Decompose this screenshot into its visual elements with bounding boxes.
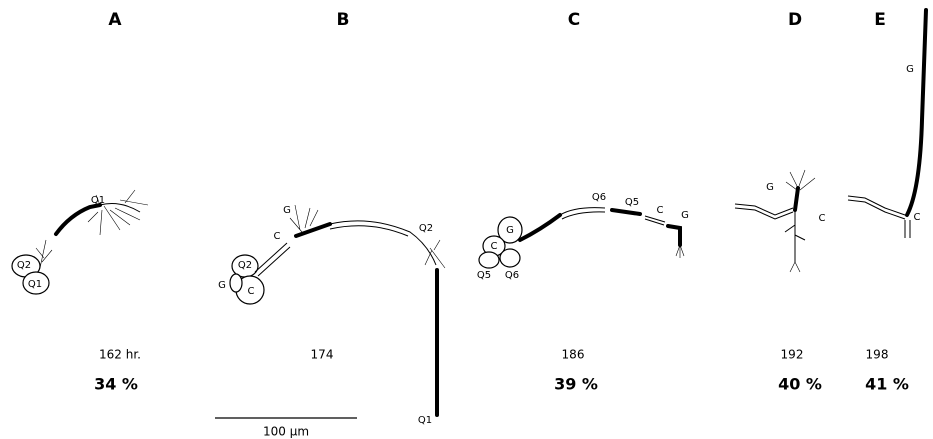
cell-label: G bbox=[906, 64, 914, 75]
cell-label: Q1 bbox=[91, 195, 105, 206]
percent-label: 39 % bbox=[554, 375, 598, 394]
scale-bar-label: 100 μm bbox=[263, 425, 309, 439]
time-label: 192 bbox=[781, 348, 804, 362]
drawing-a: Q1 Q2 Q1 bbox=[11, 189, 149, 295]
drawing-c: Q6 Q5 C G G C Q5 Q6 bbox=[477, 192, 689, 281]
drawing-b: G C Q2 Q2 G C Q1 bbox=[218, 204, 446, 426]
panel-letter: B bbox=[337, 10, 350, 30]
drawing-d: G C bbox=[734, 169, 826, 273]
cell-label: C bbox=[657, 205, 664, 216]
cell-label: Q2 bbox=[17, 260, 31, 271]
time-label: 174 bbox=[311, 348, 334, 362]
time-label: 198 bbox=[866, 348, 889, 362]
drawing-e: G C bbox=[847, 8, 928, 238]
percent-label: 40 % bbox=[778, 375, 822, 394]
cell-label: Q5 bbox=[477, 270, 491, 281]
cell-label: C bbox=[914, 212, 921, 223]
cell-label: Q1 bbox=[28, 279, 42, 290]
cell-label: Q2 bbox=[238, 260, 252, 271]
cell-label: G bbox=[283, 205, 291, 216]
cell-label: G bbox=[681, 210, 689, 221]
time-label: 162 hr. bbox=[99, 348, 141, 362]
cell-label: C bbox=[491, 241, 498, 252]
cell-label: Q1 bbox=[418, 415, 432, 426]
cell-label: G bbox=[218, 280, 226, 291]
cell-label: C bbox=[248, 286, 255, 297]
cell-label: Q6 bbox=[505, 270, 519, 281]
cell-label: Q6 bbox=[592, 192, 606, 203]
cell-label: Q5 bbox=[625, 197, 639, 208]
cell-label: G bbox=[506, 225, 514, 236]
panel-letter: E bbox=[874, 10, 886, 30]
cell-label: C bbox=[274, 231, 281, 242]
cell-label: G bbox=[766, 182, 774, 193]
panel-letter: C bbox=[568, 10, 580, 30]
panel-letter: A bbox=[108, 10, 122, 30]
cell-label: Q2 bbox=[419, 223, 433, 234]
time-label: 186 bbox=[562, 348, 585, 362]
cell-label: C bbox=[819, 213, 826, 224]
percent-label: 34 % bbox=[94, 375, 138, 394]
percent-label: 41 % bbox=[865, 375, 909, 394]
panel-letter: D bbox=[788, 10, 802, 30]
